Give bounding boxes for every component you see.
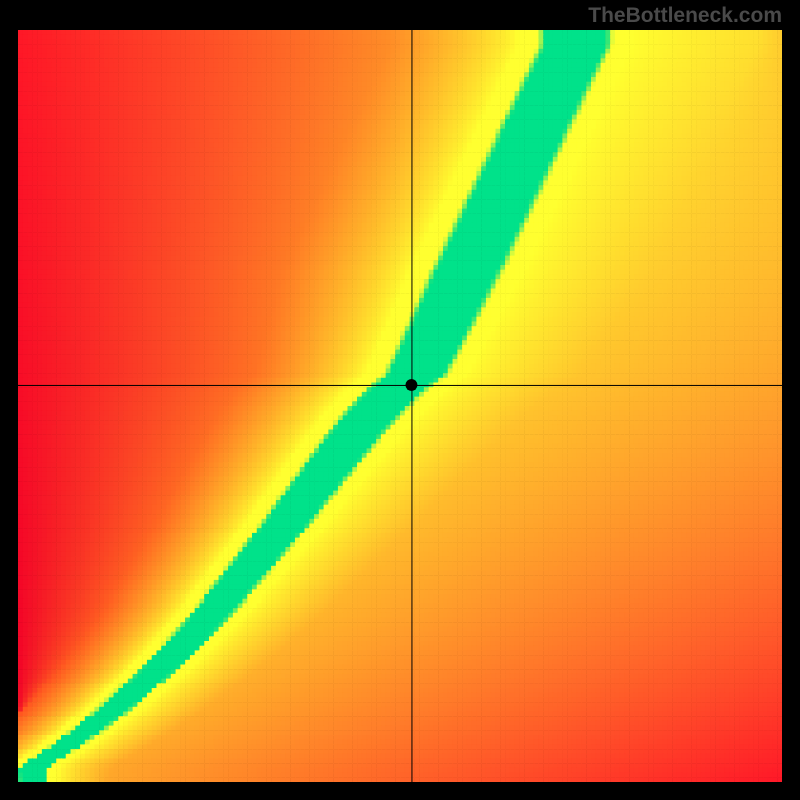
- heatmap-plot: [18, 30, 782, 782]
- chart-container: TheBottleneck.com: [0, 0, 800, 800]
- watermark-text: TheBottleneck.com: [588, 4, 782, 28]
- heatmap-canvas: [18, 30, 782, 782]
